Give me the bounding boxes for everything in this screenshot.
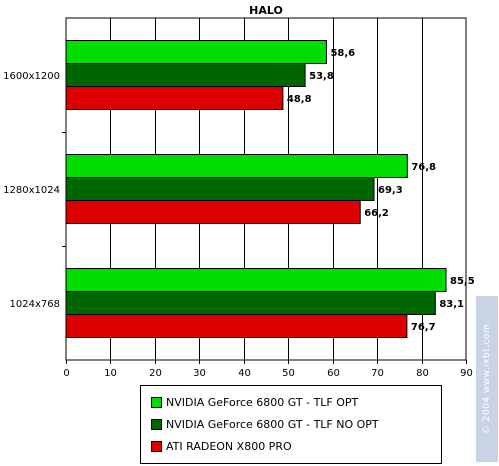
x-tick-label: 80 — [416, 368, 429, 379]
bar — [65, 63, 306, 87]
x-tick-label: 90 — [460, 368, 473, 379]
watermark: © 2004 www.ixbt.com www.digit-life.com — [476, 296, 498, 462]
legend-item-tlf-no-opt: NVIDIA GeForce 6800 GT - TLF NO OPT — [151, 414, 379, 434]
x-tick-label: 70 — [371, 368, 384, 379]
legend-label-tlf-opt: NVIDIA GeForce 6800 GT - TLF OPT — [166, 395, 359, 409]
halo-bar-chart: HALO 0 10 20 30 40 50 60 70 80 90 1600x1200 58,6 53,8… — [3, 4, 475, 379]
legend-item-tlf-opt: NVIDIA GeForce 6800 GT - TLF OPT — [151, 392, 358, 412]
data-label: 69,3 — [378, 185, 403, 196]
data-label: 76,7 — [411, 322, 436, 333]
legend-label-tlf-no-opt: NVIDIA GeForce 6800 GT - TLF NO OPT — [166, 417, 379, 431]
bar — [65, 154, 408, 178]
x-tick-label: 0 — [63, 368, 69, 379]
data-label: 85,5 — [450, 276, 475, 287]
watermark-text: © 2004 www.ixbt.com www.digit-life.com — [482, 323, 492, 435]
category-label: 1600x1200 — [3, 71, 60, 82]
bar — [65, 177, 375, 201]
x-tick-label: 20 — [149, 368, 162, 379]
bar — [65, 86, 284, 110]
x-tick-label: 40 — [238, 368, 251, 379]
bar — [65, 268, 447, 292]
data-label: 58,6 — [330, 48, 355, 59]
chart-title: HALO — [249, 4, 283, 17]
legend-item-x800-pro: ATI RADEON X800 PRO — [151, 436, 292, 456]
data-label: 76,8 — [411, 162, 436, 173]
x-tick-label: 60 — [327, 368, 340, 379]
legend-swatch-x800-pro — [151, 440, 162, 452]
bar — [65, 40, 327, 64]
legend-swatch-tlf-opt — [151, 396, 162, 408]
data-label: 48,8 — [287, 94, 312, 105]
x-tick-label: 50 — [282, 368, 295, 379]
legend-swatch-tlf-no-opt — [151, 418, 162, 430]
data-label: 53,8 — [309, 71, 334, 82]
category-label: 1024x768 — [10, 299, 60, 310]
category-label: 1280x1024 — [3, 185, 60, 196]
x-tick-label: 10 — [104, 368, 117, 379]
x-tick-label: 30 — [193, 368, 206, 379]
bar — [65, 314, 408, 338]
data-label: 66,2 — [364, 208, 389, 219]
bar — [65, 291, 436, 315]
data-label: 83,1 — [439, 299, 464, 310]
chart-legend: NVIDIA GeForce 6800 GT - TLF OPT NVIDIA … — [140, 385, 442, 464]
bar — [65, 200, 361, 224]
legend-label-x800-pro: ATI RADEON X800 PRO — [166, 439, 292, 453]
